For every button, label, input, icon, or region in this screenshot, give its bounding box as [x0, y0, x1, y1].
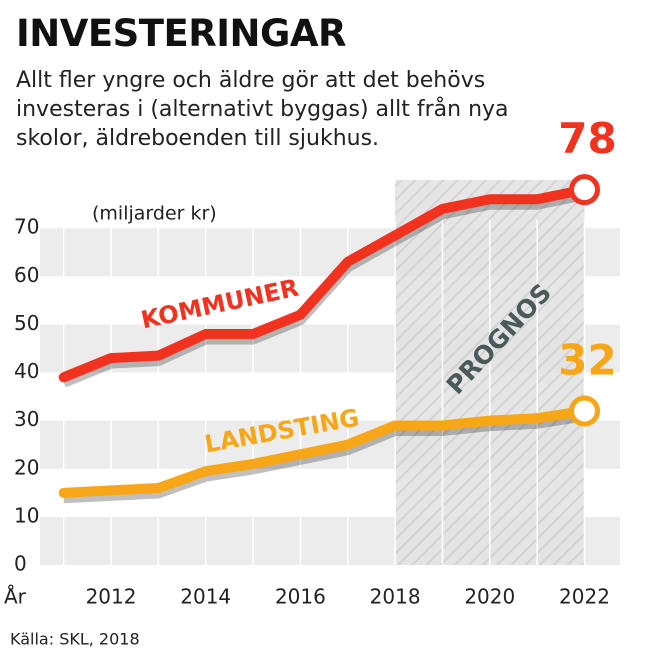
- x-tick-label: 2018: [370, 585, 421, 609]
- y-tick-label: 10: [14, 503, 39, 527]
- y-tick-label: 50: [14, 311, 39, 335]
- source: Källa: SKL, 2018: [10, 630, 140, 649]
- end-marker: [568, 395, 600, 427]
- line: [58, 406, 590, 498]
- x-tick-label: 2016: [275, 585, 326, 609]
- y-axis-label: (miljarder kr): [92, 203, 217, 225]
- value-label: 32: [558, 336, 616, 385]
- value-label: 78: [558, 114, 616, 163]
- x-tick-label: 2012: [86, 585, 137, 609]
- y-tick-label: 40: [14, 359, 39, 383]
- line: [58, 184, 590, 383]
- y-tick-label: 60: [14, 263, 39, 287]
- y-tick-label: 30: [14, 407, 39, 431]
- x-tick-label: 2022: [559, 585, 610, 609]
- x-tick-label: 2020: [464, 585, 515, 609]
- chart-subtitle: Allt fler yngre och äldre gör att det be…: [16, 68, 509, 151]
- chart-title: INVESTERINGAR: [16, 12, 347, 55]
- end-marker: [568, 174, 600, 206]
- y-tick-label: 0: [14, 552, 27, 576]
- x-tick-label: 2014: [180, 585, 231, 609]
- x-axis-label: År: [4, 585, 27, 609]
- y-tick-label: 20: [14, 455, 39, 479]
- y-tick-label: 70: [14, 215, 39, 239]
